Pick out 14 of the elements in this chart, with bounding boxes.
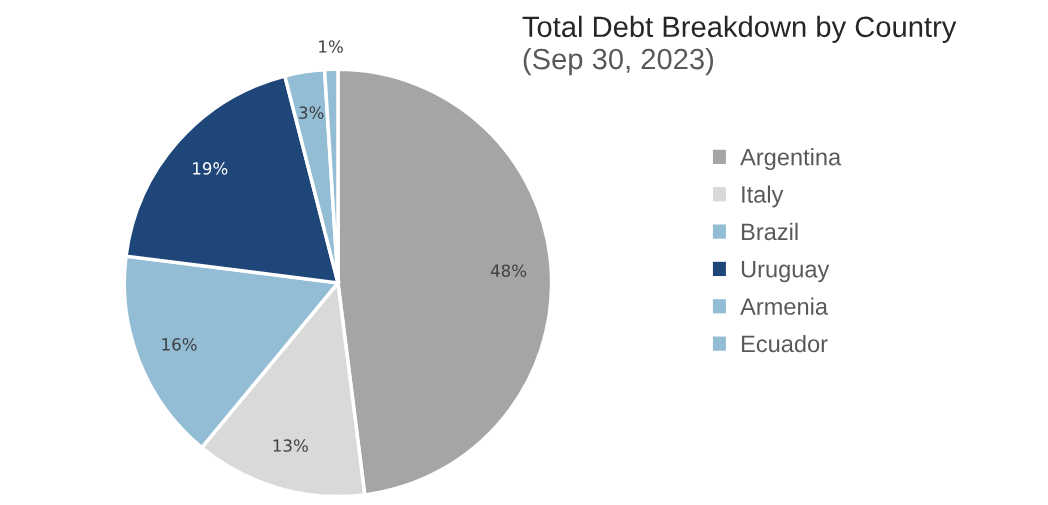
data-label: 48% <box>490 264 527 278</box>
legend-label: Armenia <box>740 297 828 315</box>
legend-label: Brazil <box>742 222 798 241</box>
legend-label: Ecuador <box>742 334 828 353</box>
chart-title: Total Debt Breakdown by Country <box>522 15 957 43</box>
data-label: 3% <box>299 106 324 119</box>
chart-subtitle: (Sep 30, 2023) <box>523 47 714 76</box>
data-label: 16% <box>162 338 197 351</box>
data-label: 13% <box>273 439 308 452</box>
data-label: 1% <box>319 40 343 53</box>
legend-label: Argentina <box>740 148 842 171</box>
data-label: 19% <box>193 162 228 175</box>
legend-label: Uruguay <box>741 261 830 283</box>
legend-label: Italy <box>742 185 784 208</box>
